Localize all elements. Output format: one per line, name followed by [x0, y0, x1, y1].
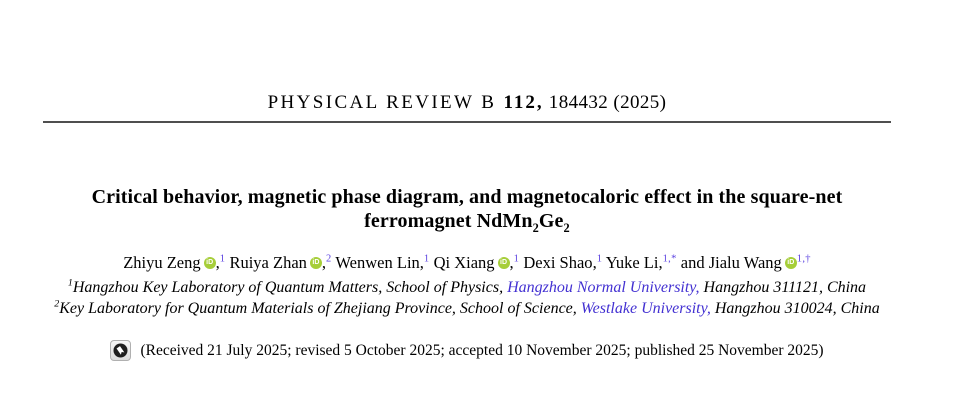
article-title: Critical behavior, magnetic phase diagra… [43, 185, 891, 235]
affiliation-number-superscript: 2 [54, 298, 60, 310]
author-affiliation-superscript[interactable]: 2 [326, 253, 332, 265]
author-affiliation-superscript[interactable]: 1 [423, 253, 430, 265]
chemical-formula-subscript: 2 [532, 221, 539, 235]
orcid-id-icon[interactable] [309, 257, 322, 269]
article-title-line2: ferromagnet NdMn2Ge2 [364, 210, 570, 235]
affiliation-number-superscript: 1 [67, 277, 73, 289]
author: and Jialu Wang1,† [681, 253, 811, 272]
header-rule [43, 121, 891, 123]
journal-volume: 112, [503, 92, 544, 113]
article-first-page: PHYSICAL REVIEW B 112, 184432 (2025) Cri… [43, 0, 891, 361]
journal-header: PHYSICAL REVIEW B 112, 184432 (2025) [43, 92, 891, 123]
author: Yuke Li,1,* [605, 253, 677, 272]
orcid-id-icon[interactable] [784, 257, 797, 269]
author-affiliation-superscript[interactable]: 1 [596, 253, 603, 265]
author-affiliation-superscript[interactable]: 1,† [796, 253, 811, 265]
author: Zhiyu Zeng,1 [123, 253, 225, 272]
crossmark-check-for-updates-icon[interactable] [110, 340, 132, 361]
author-affiliation-superscript[interactable]: 1 [513, 253, 520, 265]
author: Wenwen Lin,1 [335, 253, 430, 272]
author: Dexi Shao,1 [523, 253, 603, 272]
article-title-line1: Critical behavior, magnetic phase diagra… [91, 186, 843, 208]
author-affiliation-superscript[interactable]: 1 [219, 253, 226, 265]
affiliation-university-link[interactable]: Westlake University, [580, 299, 711, 317]
orcid-id-icon[interactable] [497, 257, 510, 269]
affiliation: 1Hangzhou Key Laboratory of Quantum Matt… [67, 277, 867, 296]
affiliation-university-link[interactable]: Hangzhou Normal University, [507, 279, 700, 296]
received-revised-accepted-published-text: (Received 21 July 2025; revised 5 Octobe… [140, 341, 824, 359]
article-history-line: (Received 21 July 2025; revised 5 Octobe… [43, 340, 891, 361]
orcid-id-icon[interactable] [203, 257, 216, 269]
author: Qi Xiang,1 [434, 253, 520, 272]
author: Ruiya Zhan,2 [229, 253, 331, 272]
journal-name: PHYSICAL REVIEW B [267, 92, 504, 113]
author-affiliation-superscript[interactable]: 1,* [662, 253, 677, 265]
affiliation: 2Key Laboratory for Quantum Materials of… [54, 298, 880, 317]
journal-article-number: 184432 (2025) [543, 92, 667, 113]
journal-header-line: PHYSICAL REVIEW B 112, 184432 (2025) [43, 92, 891, 114]
affiliation-list: 1Hangzhou Key Laboratory of Quantum Matt… [43, 278, 891, 319]
author-list: Zhiyu Zeng,1 Ruiya Zhan,2 Wenwen Lin,1 Q… [43, 253, 891, 273]
chemical-formula-subscript: 2 [563, 221, 570, 235]
